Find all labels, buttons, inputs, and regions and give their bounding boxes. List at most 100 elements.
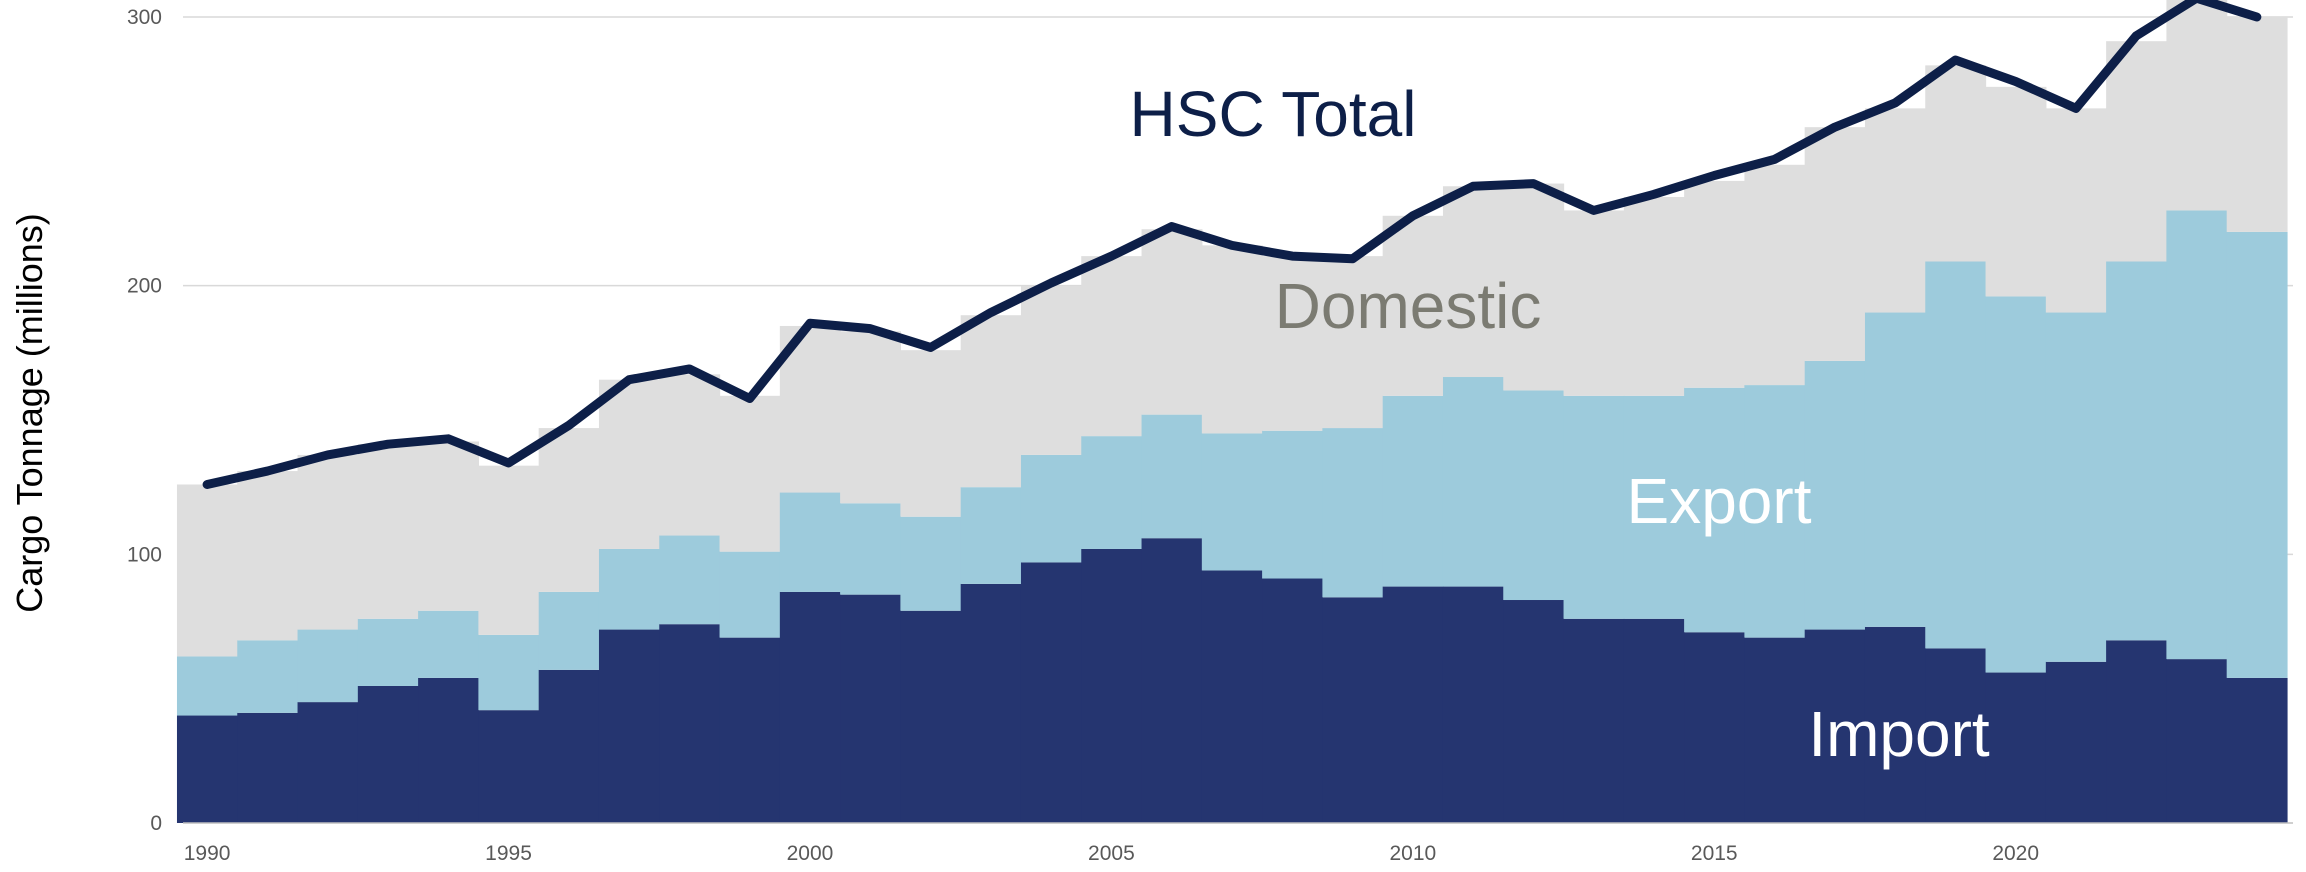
export-bar-2022 (2106, 261, 2167, 641)
domestic-bar-2017 (1804, 127, 1866, 361)
series-label-export: Export (1627, 465, 1812, 537)
import-bar-2021 (2045, 661, 2107, 823)
export-bar-1998 (659, 535, 721, 625)
export-bar-2021 (2045, 312, 2107, 662)
export-bar-2020 (1985, 296, 2047, 673)
import-bar-2008 (1262, 578, 1323, 823)
import-bar-2024 (2226, 677, 2288, 823)
export-bar-2010 (1382, 395, 1444, 587)
import-bar-2003 (960, 583, 1022, 823)
export-bar-2007 (1201, 433, 1263, 571)
y-tick-label: 300 (127, 6, 162, 29)
export-bar-2017 (1804, 360, 1866, 630)
import-bar-1995 (478, 710, 540, 823)
import-bar-2013 (1563, 618, 1625, 823)
export-bar-2009 (1322, 428, 1384, 598)
y-tick-label: 0 (150, 812, 162, 835)
x-tick-label: 2005 (1088, 842, 1135, 865)
export-bar-1996 (538, 591, 600, 670)
export-bar-2019 (1925, 261, 1987, 649)
import-bar-2016 (1744, 637, 1806, 823)
import-bar-1994 (418, 677, 479, 823)
import-bar-2015 (1684, 632, 1745, 823)
domestic-bar-1991 (237, 471, 299, 641)
series-label-hsc-total: HSC Total (1130, 78, 1417, 150)
export-bar-2023 (2166, 210, 2228, 660)
domestic-bar-2023 (2166, 0, 2228, 211)
domestic-bar-2001 (840, 331, 901, 504)
export-bar-2016 (1744, 385, 1806, 638)
x-tick-label: 2010 (1389, 842, 1436, 865)
import-bar-2000 (779, 591, 841, 823)
import-bar-1991 (237, 712, 299, 823)
x-tick-label: 2020 (1992, 842, 2039, 865)
domestic-bar-2012 (1503, 183, 1565, 391)
export-bar-1999 (719, 551, 781, 638)
series-label-import: Import (1808, 698, 1990, 770)
x-tick-label: 1990 (184, 842, 231, 865)
import-bar-1990 (176, 715, 238, 823)
export-bar-1995 (478, 634, 540, 711)
import-bar-2002 (900, 610, 962, 823)
y-tick-label: 100 (127, 543, 162, 566)
import-bar-2006 (1141, 538, 1203, 823)
domestic-bar-1998 (659, 374, 721, 536)
domestic-bar-2013 (1563, 210, 1625, 396)
domestic-bar-1996 (538, 428, 600, 592)
export-bar-1994 (418, 610, 479, 678)
domestic-bar-1990 (176, 484, 238, 657)
import-bar-2009 (1322, 597, 1384, 823)
domestic-bar-1995 (478, 465, 540, 635)
domestic-bar-2002 (900, 350, 962, 517)
import-bar-1997 (598, 629, 660, 823)
domestic-bar-2021 (2045, 108, 2107, 313)
domestic-bar-2007 (1201, 245, 1263, 434)
x-tick-label: 1995 (485, 842, 532, 865)
domestic-bar-1997 (598, 379, 660, 549)
domestic-bar-2015 (1684, 180, 1745, 388)
import-bar-2007 (1201, 570, 1263, 823)
import-bar-2010 (1382, 586, 1444, 823)
domestic-bar-2011 (1442, 186, 1504, 378)
import-bar-2017 (1804, 629, 1866, 823)
domestic-bar-2008 (1262, 256, 1323, 431)
export-bar-2024 (2226, 231, 2288, 678)
domestic-bar-2005 (1081, 256, 1143, 437)
domestic-bar-2010 (1382, 215, 1444, 396)
domestic-bar-2003 (960, 315, 1022, 488)
domestic-bar-2018 (1864, 108, 1926, 313)
export-bar-1997 (598, 548, 660, 630)
domestic-bar-2022 (2106, 41, 2167, 262)
export-bar-2008 (1262, 430, 1323, 579)
import-bar-2019 (1925, 648, 1987, 823)
import-bar-1992 (297, 702, 359, 823)
export-bar-2013 (1563, 395, 1625, 619)
import-bar-1998 (659, 624, 721, 823)
import-bar-2022 (2106, 640, 2167, 823)
y-axis-label: Cargo Tonnage (millions) (9, 213, 50, 613)
hsc-total-line (202, 0, 2262, 489)
domestic-bar-2024 (2226, 17, 2288, 232)
import-bar-1996 (538, 669, 600, 823)
export-bar-2004 (1020, 454, 1082, 563)
export-bar-1991 (237, 640, 299, 713)
domestic-bar-2020 (1985, 86, 2047, 297)
domestic-bar-1992 (297, 454, 359, 630)
domestic-bar-2009 (1322, 256, 1384, 429)
export-bar-2003 (960, 487, 1022, 584)
export-bar-2002 (900, 516, 962, 611)
import-bar-2023 (2166, 659, 2228, 823)
export-bar-1990 (176, 656, 238, 716)
domestic-bar-1994 (418, 441, 479, 611)
export-bar-2001 (840, 503, 901, 595)
domestic-bar-2004 (1020, 285, 1082, 455)
domestic-bar-1993 (357, 444, 419, 619)
domestic-bar-2016 (1744, 164, 1806, 386)
export-bar-2000 (779, 492, 841, 592)
domestic-bar-1999 (719, 395, 781, 552)
export-bar-2011 (1442, 377, 1504, 587)
import-bar-2004 (1020, 562, 1082, 823)
import-bar-2011 (1442, 586, 1504, 823)
x-tick-label: 2015 (1691, 842, 1738, 865)
